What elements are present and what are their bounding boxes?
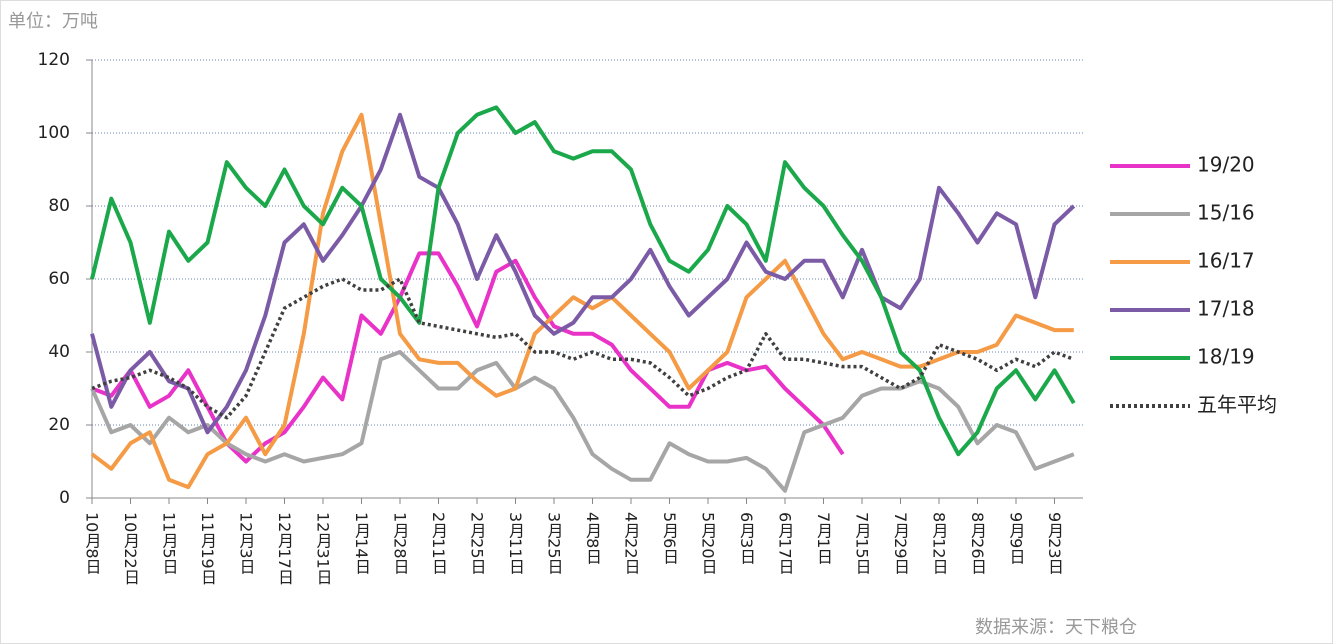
source-note: 数据来源：天下粮仓 <box>975 617 1137 638</box>
x-tick-label: 9月23日 <box>1045 512 1064 575</box>
y-tick-label: 20 <box>48 415 70 435</box>
legend-label: 17/18 <box>1197 297 1255 321</box>
x-tick-label: 6月3日 <box>737 512 756 564</box>
legend-label: 五年平均 <box>1197 393 1277 417</box>
legend-label: 16/17 <box>1197 249 1255 273</box>
y-tick-label: 120 <box>38 50 70 70</box>
y-tick-label: 40 <box>48 342 70 362</box>
series-line <box>90 350 1075 493</box>
x-tick-label: 10月8日 <box>83 512 102 575</box>
x-tick-label: 8月26日 <box>968 512 987 575</box>
x-tick-label: 4月22日 <box>622 512 641 575</box>
x-tick-label: 5月6日 <box>660 512 679 564</box>
legend-label: 15/16 <box>1197 201 1255 225</box>
x-tick-label: 11月5日 <box>160 512 179 575</box>
y-tick-label: 0 <box>59 488 70 508</box>
x-tick-label: 10月22日 <box>121 512 140 585</box>
series-line <box>91 251 845 464</box>
x-tick-label: 12月17日 <box>275 512 294 585</box>
x-tick-label: 9月9日 <box>1007 512 1026 564</box>
series-line <box>90 112 1074 490</box>
x-tick-label: 3月11日 <box>506 512 525 575</box>
x-tick-label: 4月8日 <box>583 512 602 564</box>
x-tick-label: 3月25日 <box>545 512 564 575</box>
x-tick-label: 11月19日 <box>198 512 217 585</box>
unit-label: 单位：万吨 <box>8 11 98 32</box>
x-tick-label: 8月12日 <box>930 512 949 575</box>
x-tick-label: 1月14日 <box>352 512 371 575</box>
series-line <box>90 112 1076 435</box>
x-tick-label: 1月28日 <box>391 512 410 575</box>
y-tick-label: 60 <box>48 269 70 289</box>
legend-label: 19/20 <box>1197 153 1255 177</box>
y-tick-label: 80 <box>48 196 70 216</box>
x-tick-label: 6月17日 <box>776 512 795 575</box>
series-line <box>90 105 1076 457</box>
x-tick-label: 12月3日 <box>237 512 256 575</box>
series-line <box>91 277 1075 420</box>
x-tick-label: 5月20日 <box>699 512 718 575</box>
x-tick-label: 2月11日 <box>429 512 448 575</box>
y-tick-label: 100 <box>38 123 70 143</box>
x-tick-label: 7月29日 <box>891 512 910 575</box>
x-tick-label: 7月15日 <box>853 512 872 575</box>
legend-label: 18/19 <box>1197 345 1255 369</box>
x-tick-label: 2月25日 <box>468 512 487 575</box>
x-tick-label: 7月1日 <box>814 512 833 564</box>
x-tick-label: 12月31日 <box>314 512 333 585</box>
